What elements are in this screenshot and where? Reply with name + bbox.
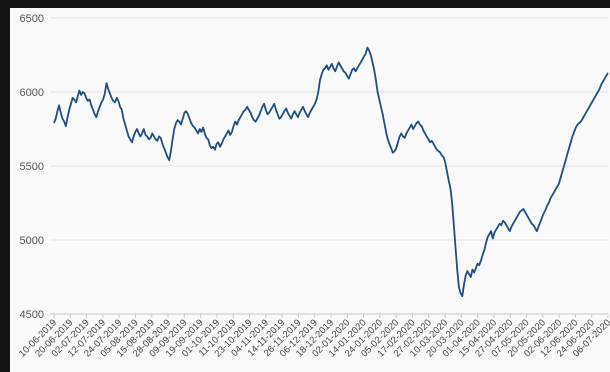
- y-tick-label: 5000: [20, 235, 44, 247]
- y-axis-ticks: 4500 5000 5500 6000 6500: [20, 13, 44, 321]
- y-tick-label: 6500: [20, 13, 44, 25]
- series-line-0: [53, 46, 609, 298]
- line-chart: 4500 5000 5500 6000 6500 10-06-201920-06-201…: [10, 8, 610, 372]
- series-layer: [53, 46, 609, 298]
- gridlines: [50, 17, 608, 315]
- y-tick-label: 6000: [20, 87, 44, 99]
- x-axis-ticks: 10-06-201920-06-201902-07-201912-07-2019…: [17, 314, 610, 359]
- y-tick-label: 4500: [20, 309, 44, 321]
- y-tick-label: 5500: [20, 161, 44, 173]
